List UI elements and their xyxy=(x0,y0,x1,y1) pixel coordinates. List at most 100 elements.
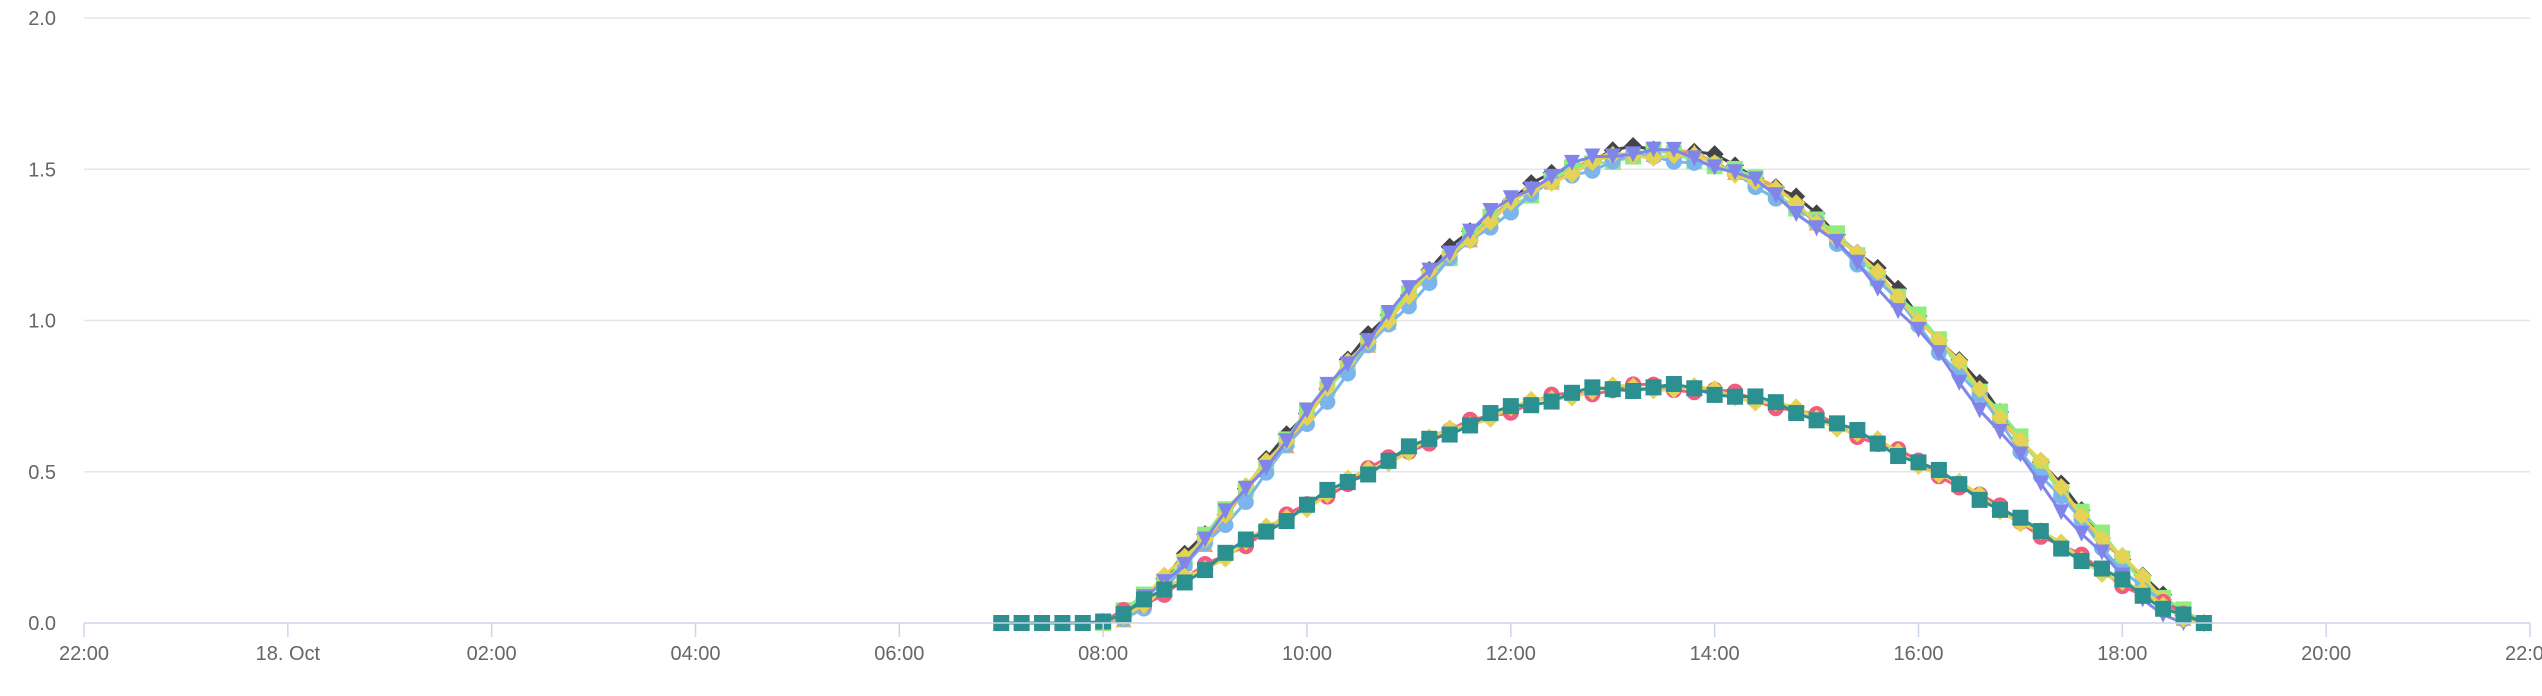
data-point xyxy=(2012,509,2029,526)
data-point xyxy=(1828,415,1845,432)
data-point xyxy=(1625,146,1642,163)
grid-lines xyxy=(84,17,2530,473)
data-point xyxy=(1319,481,1336,498)
series-5 xyxy=(1095,141,2192,631)
data-point xyxy=(1910,321,1927,338)
data-point xyxy=(2032,475,2049,492)
data-point xyxy=(1441,426,1458,443)
data-point xyxy=(2012,446,2029,463)
data-point xyxy=(1868,262,1887,281)
data-point xyxy=(2134,587,2151,604)
data-point xyxy=(1237,531,1254,548)
data-point xyxy=(1849,254,1866,271)
data-point xyxy=(1176,556,1193,573)
data-point xyxy=(2093,560,2110,577)
data-point xyxy=(1360,333,1377,350)
data-point xyxy=(1339,474,1356,491)
x-tick-label: 08:00 xyxy=(1078,643,1128,665)
data-point xyxy=(1971,402,1988,419)
data-point xyxy=(1258,523,1275,540)
data-point xyxy=(1970,380,1989,399)
data-point xyxy=(2175,606,2192,623)
data-point xyxy=(1299,496,1315,513)
data-point xyxy=(1299,402,1315,419)
data-point xyxy=(1197,562,1214,579)
data-point xyxy=(1828,233,1845,250)
data-point xyxy=(2031,451,2050,470)
data-point xyxy=(1380,452,1397,469)
data-point xyxy=(1523,397,1540,414)
data-point xyxy=(2053,540,2070,557)
data-point xyxy=(2092,529,2111,548)
y-tick-label: 1.0 xyxy=(28,311,56,333)
data-point xyxy=(1767,394,1784,411)
data-point xyxy=(2073,552,2090,569)
data-point xyxy=(1095,613,1112,630)
data-point xyxy=(2114,571,2131,588)
data-point xyxy=(1929,331,1948,350)
data-point xyxy=(2072,506,2091,525)
data-point xyxy=(1890,448,1907,465)
series-line xyxy=(1102,148,2185,625)
x-tick-label: 22:00 xyxy=(59,643,109,665)
data-point xyxy=(1400,280,1417,297)
data-point xyxy=(1767,187,1784,204)
data-point xyxy=(1319,376,1336,393)
data-point xyxy=(1441,245,1458,262)
axes: 0.0 0.5 1.0 1.5 2.0 22:00 18. Oct 02:00 04:00 06:… xyxy=(28,8,2542,665)
data-point xyxy=(1258,459,1275,476)
data-point xyxy=(1991,408,2010,427)
data-point xyxy=(1951,374,1968,391)
data-point xyxy=(1706,159,1723,176)
x-tick-label: 10:00 xyxy=(1282,643,1332,665)
series-6 xyxy=(1095,376,2212,631)
data-point xyxy=(1462,417,1479,434)
data-point xyxy=(1951,476,1968,493)
y-tick-label: 1.5 xyxy=(28,159,56,181)
data-point xyxy=(1849,422,1866,439)
x-tick-label: 06:00 xyxy=(874,643,924,665)
data-point xyxy=(1523,181,1540,198)
data-point xyxy=(1848,244,1867,263)
series-line xyxy=(1102,383,2205,625)
data-point xyxy=(1217,503,1234,520)
data-point xyxy=(2155,600,2172,617)
data-point xyxy=(2032,523,2049,540)
data-point xyxy=(1237,480,1254,497)
data-point xyxy=(1747,171,1764,188)
data-point xyxy=(2133,567,2152,586)
data-point xyxy=(1788,206,1805,223)
data-point xyxy=(1788,405,1805,422)
data-point xyxy=(1992,501,2009,518)
data-point xyxy=(1971,491,1988,508)
data-point xyxy=(1869,280,1886,297)
data-point xyxy=(2011,430,2030,449)
data-point xyxy=(2073,525,2090,542)
data-point xyxy=(2053,504,2070,521)
data-point xyxy=(1278,513,1295,530)
data-point xyxy=(1665,376,1682,393)
data-point xyxy=(1645,379,1662,396)
data-point xyxy=(1808,412,1825,429)
data-point xyxy=(1400,438,1417,455)
data-point xyxy=(1645,141,1662,158)
data-point xyxy=(1237,494,1254,510)
data-point xyxy=(1644,148,1663,167)
x-tick-label: 18. Oct xyxy=(256,643,321,665)
data-point xyxy=(1584,148,1601,165)
series-7 xyxy=(1094,376,2213,632)
x-tick-label: 12:00 xyxy=(1486,643,1536,665)
data-point xyxy=(1869,435,1886,452)
y-tick-label: 0.5 xyxy=(28,462,56,484)
x-tick-label: 14:00 xyxy=(1690,643,1740,665)
data-point xyxy=(1727,388,1744,405)
data-point xyxy=(1339,356,1356,373)
data-point xyxy=(1930,461,1947,478)
x-tick-label: 18:00 xyxy=(2097,643,2147,665)
data-point xyxy=(1910,454,1927,471)
data-point xyxy=(1543,168,1560,185)
data-point xyxy=(1421,274,1438,291)
data-point xyxy=(1808,220,1825,237)
x-tick-label: 20:00 xyxy=(2301,643,2351,665)
